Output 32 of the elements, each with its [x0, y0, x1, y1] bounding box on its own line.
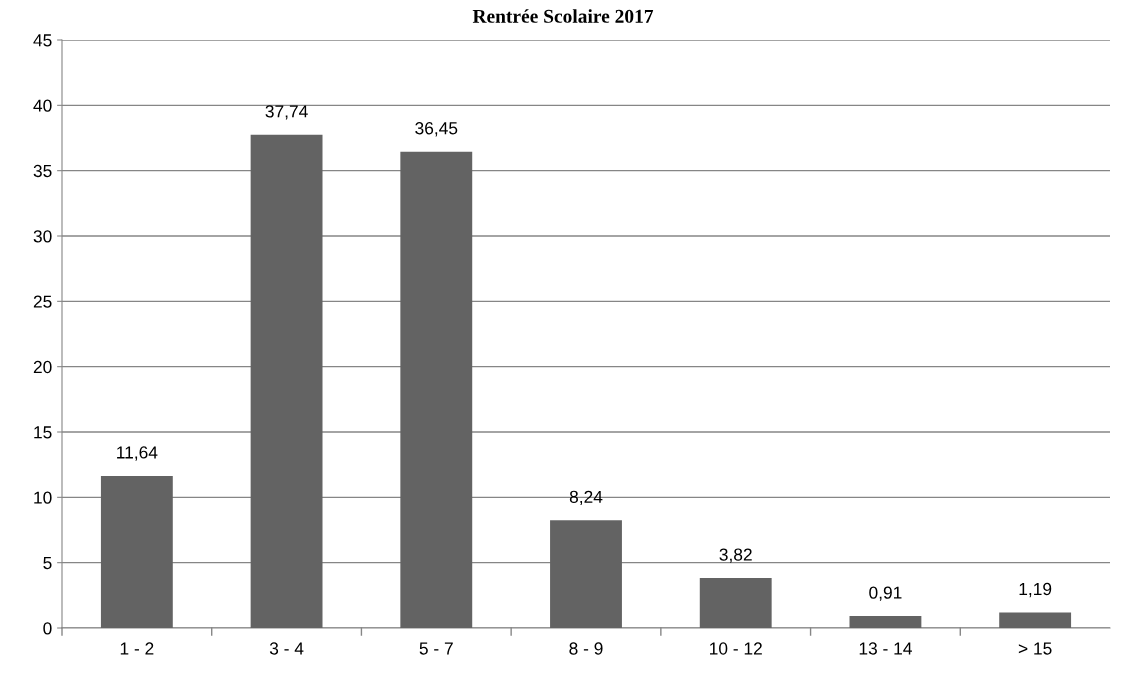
- bar: [400, 151, 473, 628]
- y-tick-label: 40: [33, 99, 52, 112]
- y-tick-label: 30: [33, 230, 52, 243]
- y-tick-label: 45: [33, 34, 52, 47]
- y-tick-label: 5: [43, 557, 52, 570]
- x-tick-label: 3 - 4: [269, 642, 304, 655]
- data-label: 0,91: [869, 586, 902, 601]
- bar: [100, 475, 173, 628]
- x-tick-label: > 15: [1018, 642, 1052, 655]
- x-tick-label: 1 - 2: [120, 642, 154, 655]
- bar: [699, 578, 772, 628]
- chart-title: Rentrée Scolaire 2017: [472, 9, 654, 23]
- x-tick-label: 5 - 7: [419, 642, 453, 655]
- data-label: 8,24: [569, 490, 603, 506]
- data-label: 3,82: [719, 548, 752, 563]
- y-tick-label: 15: [34, 426, 52, 439]
- bar: [550, 520, 622, 628]
- y-tick-label: 25: [33, 295, 52, 308]
- y-tick-label: 35: [33, 164, 52, 178]
- data-label: 37,74: [265, 105, 308, 120]
- bar: [250, 134, 323, 628]
- y-tick-label: 20: [33, 360, 52, 374]
- bar: [999, 612, 1072, 628]
- y-tick-label: 0: [43, 622, 52, 635]
- bar: [849, 616, 922, 628]
- data-label: 36,45: [415, 122, 458, 137]
- y-tick-label: 10: [34, 491, 52, 504]
- data-label: 1,19: [1019, 582, 1052, 598]
- x-tick-label: 8 - 9: [569, 642, 603, 655]
- x-tick-label: 13 - 14: [859, 642, 912, 655]
- x-tick-label: 10 - 12: [710, 642, 762, 655]
- data-label: 11,64: [117, 446, 158, 461]
